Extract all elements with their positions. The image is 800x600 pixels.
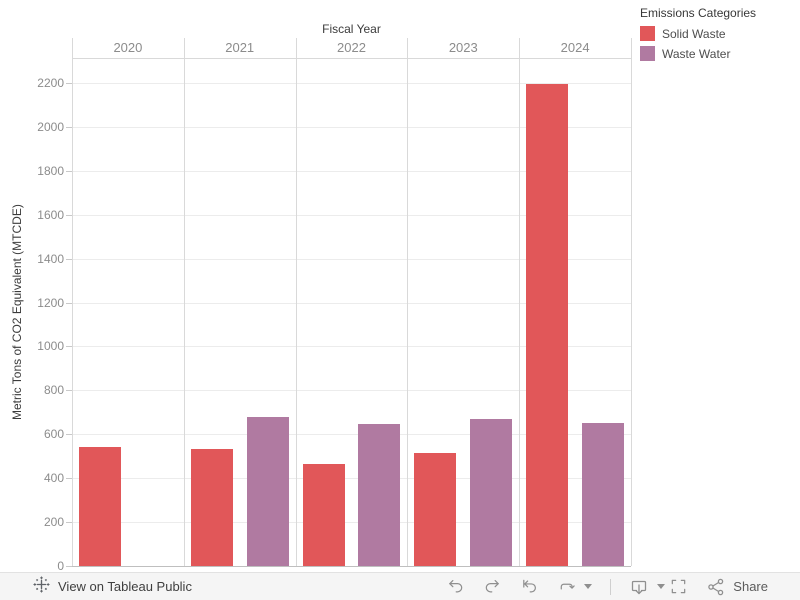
legend-swatch-waste-water (640, 46, 655, 61)
bar-solid-waste-2021[interactable] (190, 448, 233, 566)
x-axis-title: Fiscal Year (322, 22, 381, 36)
y-tick-mark-1600 (66, 214, 72, 216)
legend: Emissions Categories Solid Waste Waste Wa… (640, 6, 756, 66)
y-tick-mark-1200 (66, 302, 72, 304)
y-tick-label-1600: 1600 (37, 207, 64, 222)
legend-label-solid-waste: Solid Waste (662, 26, 726, 41)
y-tick-mark-200 (66, 522, 72, 524)
column-header-2023[interactable]: 2023 (448, 40, 478, 55)
y-tick-label-2000: 2000 (37, 119, 64, 134)
toolbar-spacer (666, 579, 667, 595)
column-header-2021[interactable]: 2021 (225, 40, 255, 55)
fullscreen-button[interactable] (668, 577, 688, 597)
y-axis-line (72, 38, 73, 566)
bar-solid-waste-2020[interactable] (78, 447, 121, 566)
legend-item-solid-waste[interactable]: Solid Waste (640, 26, 756, 41)
bar-waste-water-2021[interactable] (246, 416, 289, 566)
revert-icon (522, 579, 536, 593)
y-tick-label-0: 0 (57, 559, 64, 573)
y-axis-title: Metric Tons of CO2 Equivalent (MTCDE) (10, 204, 24, 420)
refresh-dropdown-caret[interactable] (584, 584, 593, 589)
y-tick-mark-600 (66, 434, 72, 436)
y-tick-label-1200: 1200 (37, 295, 64, 310)
column-header-2020[interactable]: 2020 (113, 40, 143, 55)
gridline-1400 (72, 258, 631, 260)
refresh-icon (560, 583, 575, 590)
revert-button[interactable] (519, 577, 539, 597)
y-tick-mark-1000 (66, 346, 72, 348)
view-on-tableau-public-link[interactable]: View on Tableau Public (33, 575, 192, 598)
share-label: Share (733, 579, 768, 594)
legend-item-waste-water[interactable]: Waste Water (640, 46, 756, 61)
gridline-400 (72, 478, 631, 480)
y-tick-mark-2000 (66, 126, 72, 128)
column-header-2022[interactable]: 2022 (337, 40, 366, 55)
tableau-logo-icon (33, 575, 50, 598)
column-divider-3 (407, 38, 409, 566)
column-divider-1 (183, 38, 185, 566)
legend-title: Emissions Categories (640, 6, 757, 20)
refresh-button[interactable] (556, 577, 576, 597)
redo-button[interactable] (482, 577, 502, 597)
gridline-600 (72, 434, 631, 436)
gridline-1000 (72, 346, 631, 348)
y-tick-label-800: 800 (43, 383, 64, 398)
bar-solid-waste-2022[interactable] (302, 463, 345, 566)
pane-top-border (72, 58, 631, 59)
redo-icon (485, 579, 499, 593)
download-dropdown-caret[interactable] (657, 584, 666, 589)
gridline-2200 (72, 83, 631, 85)
share-icon (708, 578, 724, 595)
y-tick-label-1000: 1000 (37, 339, 64, 354)
legend-label-waste-water: Waste Water (662, 46, 731, 61)
legend-swatch-solid-waste (640, 26, 655, 41)
y-tick-label-400: 400 (43, 471, 64, 486)
tableau-toolbar: View on Tableau Public (0, 572, 800, 600)
toolbar-separator (610, 578, 612, 595)
gridline-800 (72, 390, 631, 392)
y-tick-label-200: 200 (43, 515, 64, 530)
y-tick-label-2200: 2200 (37, 76, 64, 91)
download-button[interactable] (629, 577, 649, 597)
share-button[interactable]: Share (706, 577, 768, 597)
toolbar-buttons: Share (445, 577, 768, 597)
bar-solid-waste-2023[interactable] (414, 452, 457, 566)
bar-waste-water-2022[interactable] (358, 424, 401, 566)
gridline-1200 (72, 302, 631, 304)
y-tick-mark-1400 (66, 258, 72, 260)
gridline-2000 (72, 126, 631, 128)
undo-button[interactable] (445, 577, 465, 597)
bar-waste-water-2024[interactable] (582, 423, 625, 566)
gridline-200 (72, 522, 631, 524)
fullscreen-icon (671, 579, 686, 594)
bar-solid-waste-2024[interactable] (526, 84, 569, 566)
y-tick-mark-1800 (66, 170, 72, 172)
y-tick-label-600: 600 (43, 427, 64, 442)
bar-waste-water-2023[interactable] (470, 418, 513, 566)
column-divider-4 (519, 38, 521, 566)
y-tick-label-1800: 1800 (37, 163, 64, 178)
y-tick-mark-400 (66, 478, 72, 480)
y-tick-mark-2200 (66, 83, 72, 85)
gridline-1600 (72, 214, 631, 216)
column-divider-5 (631, 38, 632, 566)
download-icon (632, 580, 647, 594)
gridline-1800 (72, 170, 631, 172)
undo-icon (448, 579, 463, 593)
y-tick-mark-800 (66, 390, 72, 392)
y-tick-label-1400: 1400 (37, 251, 64, 266)
y-tick-mark-0 (66, 566, 72, 567)
column-divider-2 (295, 38, 297, 566)
x-axis-line (72, 566, 631, 567)
view-on-tableau-public-label: View on Tableau Public (58, 579, 192, 594)
column-header-2024[interactable]: 2024 (560, 40, 590, 55)
